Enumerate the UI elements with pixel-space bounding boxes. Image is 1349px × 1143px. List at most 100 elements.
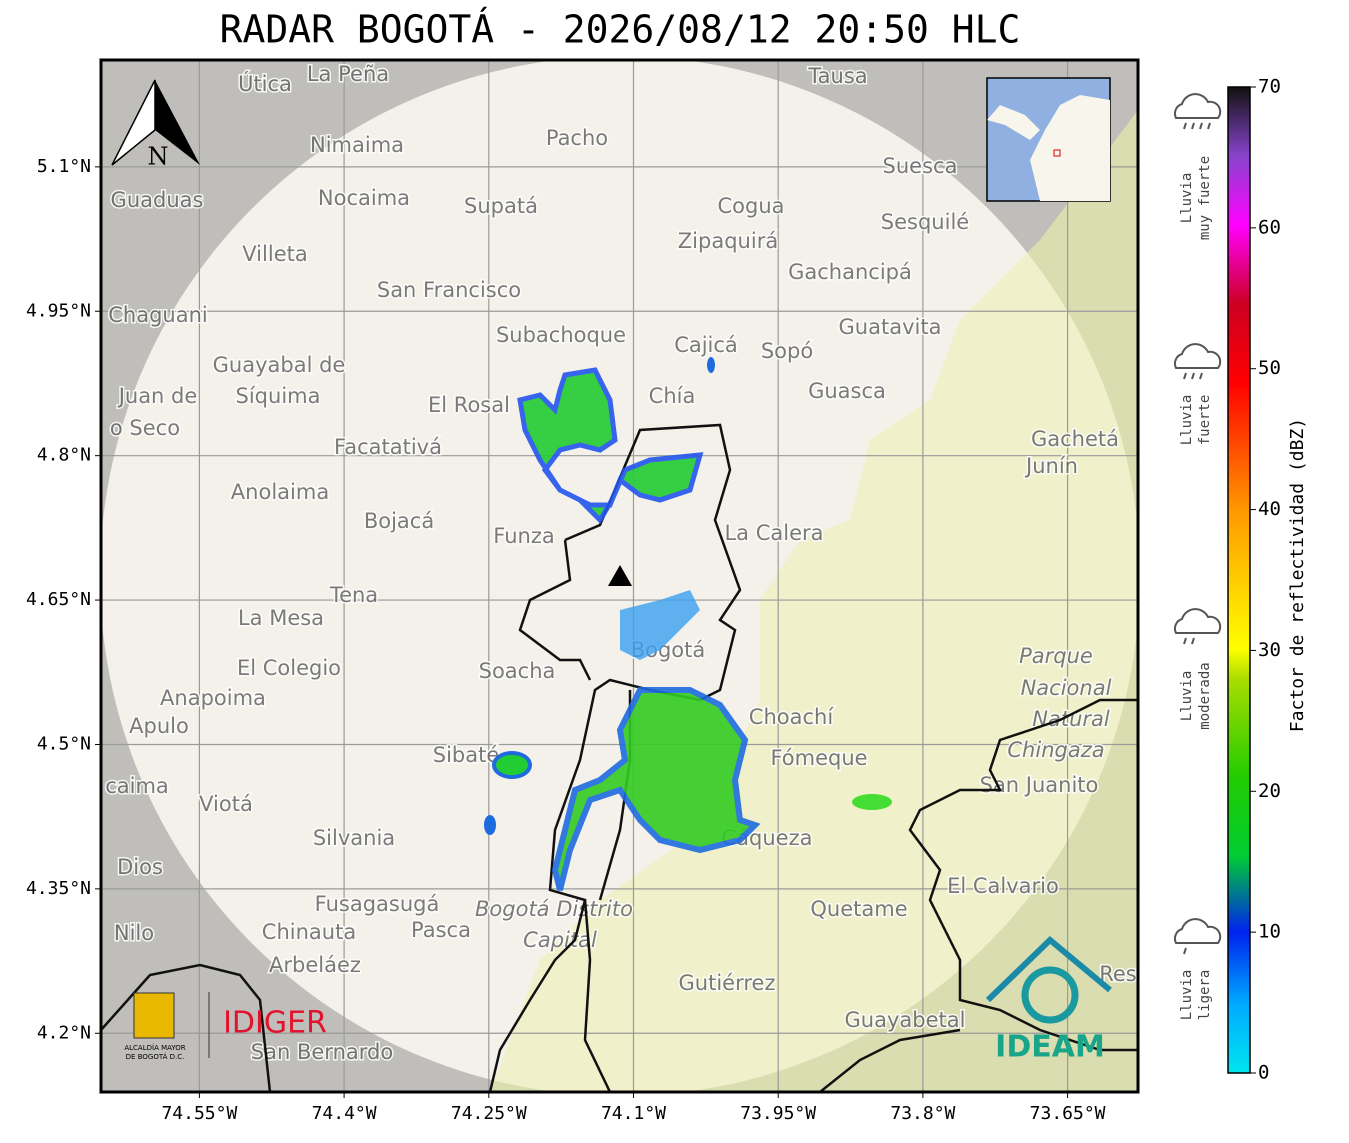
place-label: caima — [105, 774, 169, 798]
boundary — [819, 698, 1138, 1092]
colorbar-tick-label: 20 — [1258, 780, 1281, 802]
place-label: Sibaté — [433, 743, 500, 767]
rain-drop — [1183, 372, 1187, 380]
place-label: Bogotá Distrito — [475, 897, 633, 921]
alcaldia-logo: ALCALDÍA MAYOR — [124, 1043, 185, 1052]
ideam-logo: IDEAM — [995, 1030, 1105, 1065]
colorbar-label: Factor de reflectividad (dBZ) — [1287, 418, 1308, 732]
place-label: Sesquilé — [881, 210, 969, 234]
place-label: El Rosal — [428, 393, 510, 417]
x-tick-label: 74.55°W — [161, 1103, 237, 1124]
place-label: Choachí — [749, 705, 835, 729]
cloud — [1173, 343, 1222, 369]
place-label: Nocaima — [318, 186, 410, 210]
idiger-logo: IDIGER — [223, 1006, 327, 1041]
place-label: San Bernardo — [251, 1040, 393, 1064]
place-label: Capital — [523, 928, 597, 952]
place-label: Gachancipá — [788, 260, 912, 284]
rain-echoes — [484, 357, 892, 891]
place-label: Facatativá — [334, 435, 442, 459]
place-label: La Peña — [307, 62, 389, 86]
radar-site — [608, 565, 632, 586]
x-tick-label: 74.1°W — [601, 1103, 666, 1124]
rain-drop — [1199, 372, 1203, 380]
place-label: Guayabal de — [213, 353, 346, 377]
place-label: Chingaza — [1007, 738, 1104, 762]
place-label: Dios — [117, 855, 163, 879]
colorbar-tick-label: 0 — [1258, 1062, 1269, 1084]
y-tick-label: 4.2°N — [37, 1022, 91, 1043]
rain-drop — [1183, 122, 1187, 130]
place-label: Soacha — [479, 659, 556, 683]
place-label: Nacional — [1021, 676, 1112, 700]
colorbar-tick-label: 40 — [1258, 498, 1281, 520]
y-tick-label: 4.8°N — [37, 445, 91, 466]
rain-category: Lluvia muy fuerte — [1179, 156, 1213, 240]
rain-category: Lluvia moderada — [1179, 662, 1213, 729]
place-label: Tausa — [807, 64, 867, 88]
place-label: Quetame — [810, 897, 907, 921]
place-label: Gutiérrez — [679, 971, 776, 995]
colorbar — [1227, 86, 1251, 1074]
rain-category-line: Lluvia — [1179, 671, 1195, 722]
place-label: San Francisco — [377, 278, 521, 302]
colorbar-tick-label: 50 — [1258, 357, 1281, 379]
place-label: Anapoima — [160, 686, 266, 710]
x-tick-label: 73.8°W — [890, 1103, 955, 1124]
y-tick-label: 5.1°N — [37, 156, 91, 177]
rain-category: Lluvia ligera — [1179, 970, 1213, 1021]
cloud — [1173, 608, 1222, 634]
place-label: Zipaquirá — [678, 229, 778, 253]
place-label: Pacho — [546, 126, 608, 150]
place-label: Guasca — [808, 379, 886, 403]
terrain-overlay — [490, 110, 1138, 1092]
place-label: Viotá — [199, 792, 253, 816]
place-label: Útica — [238, 71, 292, 96]
rain-category-line: Lluvia — [1179, 173, 1195, 224]
place-label: Sopó — [761, 339, 813, 363]
place-label: Pasca — [411, 918, 471, 942]
place-label: Supatá — [464, 194, 538, 218]
colorbar-tick-label: 30 — [1258, 639, 1281, 661]
rain-category: Lluvia fuerte — [1179, 395, 1213, 446]
place-label: Subachoque — [496, 323, 626, 347]
cloud — [1173, 93, 1222, 119]
rain-category-line: muy fuerte — [1197, 156, 1213, 240]
place-label: Junín — [1024, 454, 1078, 478]
rain-category-line: Lluvia — [1179, 395, 1195, 446]
rain-drop — [1183, 637, 1187, 645]
place-label: Cogua — [717, 194, 784, 218]
rain-drop — [1191, 122, 1195, 130]
y-tick-label: 4.95°N — [26, 300, 91, 321]
place-label: Apulo — [129, 714, 189, 738]
x-tick-label: 73.65°W — [1030, 1103, 1106, 1124]
place-label: Gachetá — [1031, 427, 1119, 451]
colorbar-tick-label: 70 — [1258, 76, 1281, 98]
rain-drop — [1207, 122, 1211, 130]
map: Útica La Peña Tausa Pacho Nimaima Guaduas Noca… — [101, 60, 1138, 1092]
place-label: Villeta — [242, 242, 307, 266]
map-frame — [99, 58, 1140, 1094]
place-label: Guaduas — [111, 188, 204, 212]
place-label: El Calvario — [947, 874, 1059, 898]
place-label: Chaguani — [108, 303, 208, 327]
y-tick-label: 4.35°N — [26, 878, 91, 899]
place-label: Bojacá — [364, 509, 434, 533]
y-tick-label: 4.5°N — [37, 733, 91, 754]
rain-category-line: moderada — [1197, 662, 1213, 729]
logos: ALCALDÍA MAYOR DE BOGOTÁ D.C. IDIGER IDE… — [124, 935, 1112, 1065]
place-label: Suesca — [883, 154, 958, 178]
place-label: Guayabetal — [845, 1008, 966, 1032]
place-label: Juan de — [117, 384, 198, 408]
alcaldia-logo: DE BOGOTÁ D.C. — [126, 1052, 185, 1061]
x-tick-label: 74.25°W — [451, 1103, 527, 1124]
place-label: o Seco — [110, 416, 180, 440]
place-label: Fómeque — [770, 746, 867, 770]
rain-icon — [1173, 608, 1222, 645]
cloud — [1173, 918, 1222, 944]
boundary — [101, 963, 272, 1092]
place-label: Funza — [493, 524, 554, 548]
rain-drop — [1191, 372, 1195, 380]
place-label: Arbeláez — [269, 953, 361, 977]
